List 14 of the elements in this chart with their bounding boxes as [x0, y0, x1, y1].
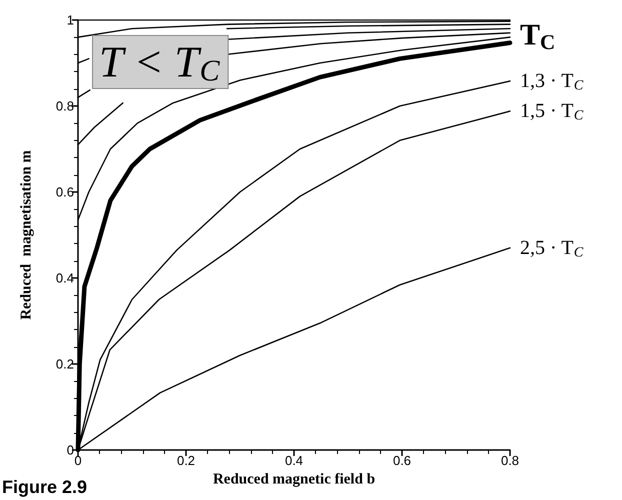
- y-tick-label: 0.6: [56, 184, 74, 200]
- y-tick-label: 0.2: [56, 356, 74, 372]
- y-tick-label: 0.4: [56, 270, 74, 286]
- y-tick-label: 0.8: [56, 98, 74, 114]
- y-tick-label: 1: [66, 12, 74, 28]
- x-tick-label: 0.8: [500, 453, 520, 468]
- x-tick-label: 0.6: [392, 453, 412, 468]
- y-axis-title: Reduced magnetisation m: [18, 150, 34, 320]
- x-tick-label: 0.2: [176, 453, 196, 468]
- x-axis-title: Reduced magnetic field b: [212, 471, 376, 488]
- x-tick-label: 0.4: [284, 453, 304, 468]
- y-tick-label: 0: [66, 442, 74, 458]
- caption: Figure 2.9: [2, 477, 88, 497]
- annotation: T < TC: [99, 38, 221, 88]
